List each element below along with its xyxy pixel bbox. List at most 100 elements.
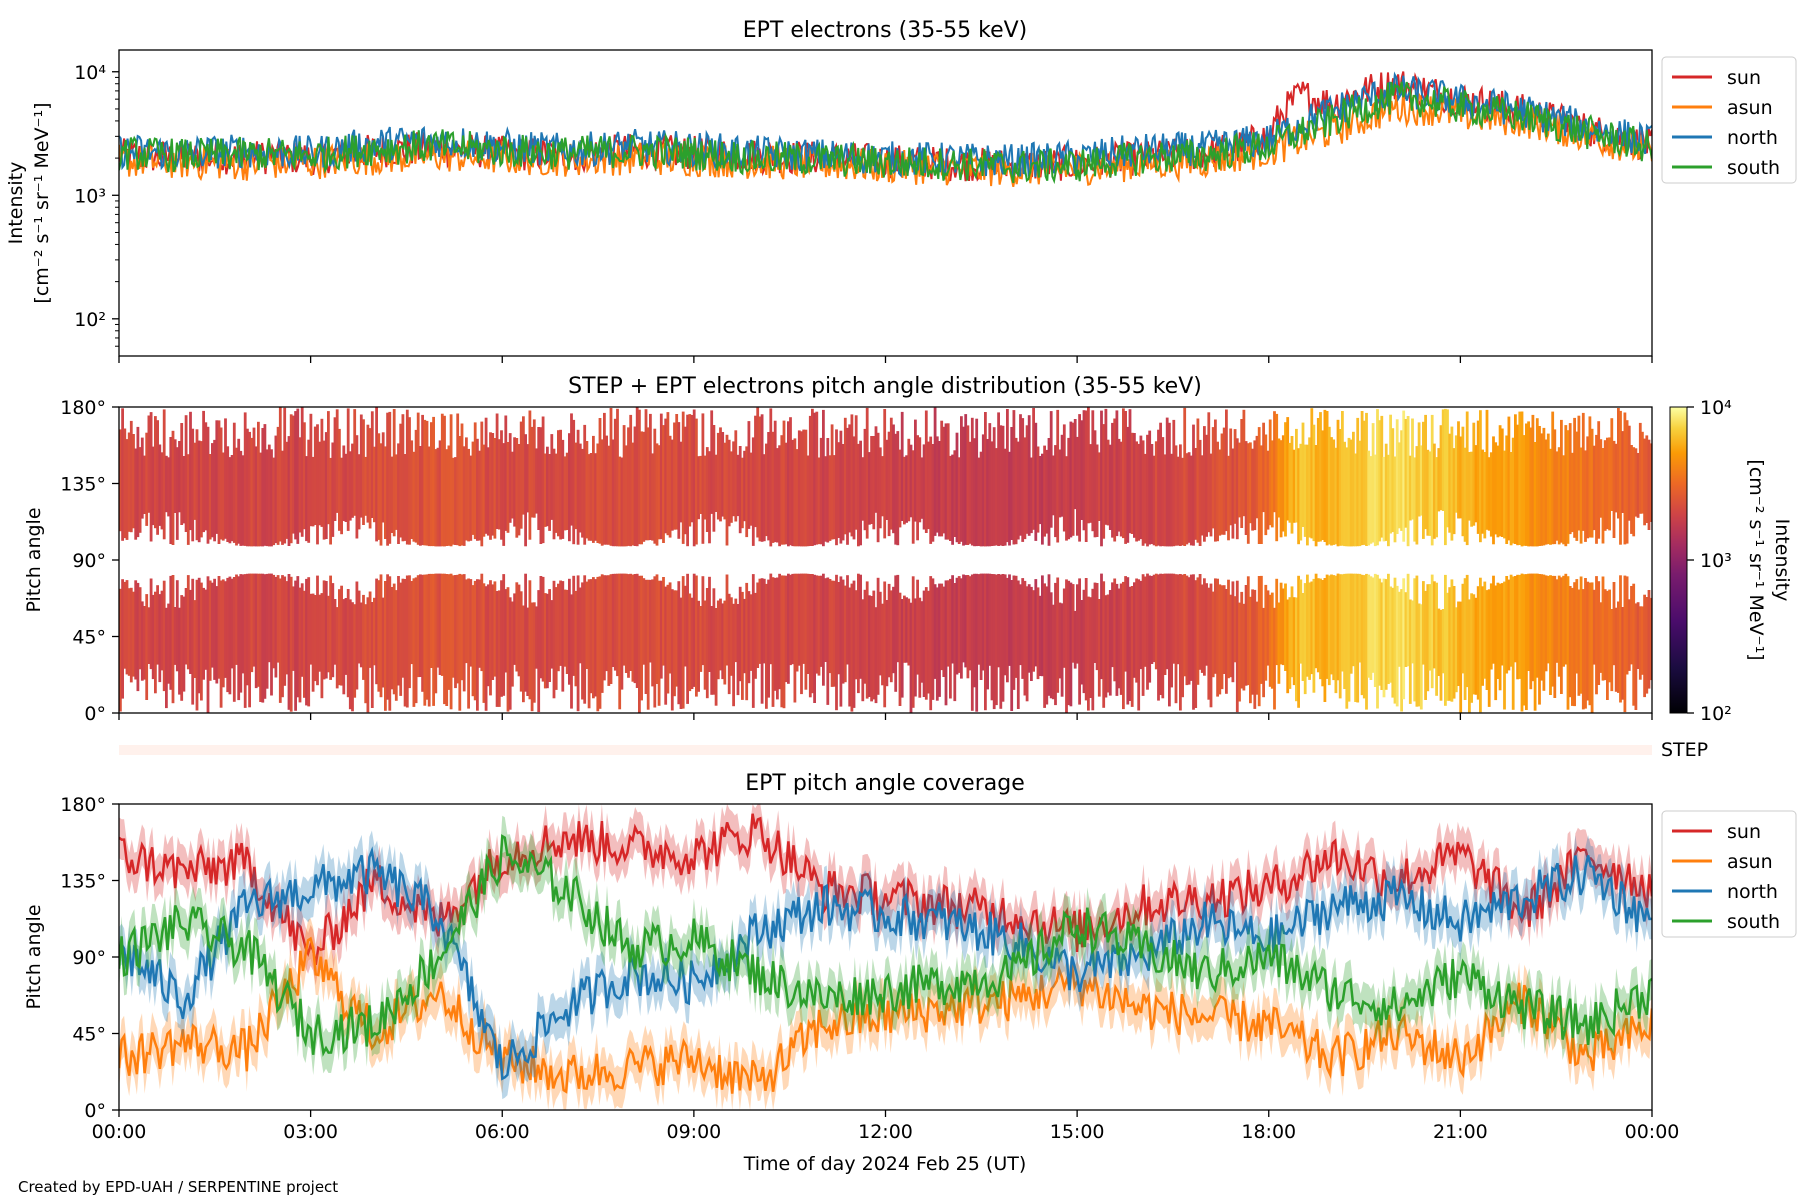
- heatmap-cell: [405, 409, 409, 545]
- heatmap-cell: [362, 419, 365, 525]
- heatmap-cell: [811, 408, 814, 546]
- heatmap-cell: [478, 579, 481, 668]
- heatmap-cell: [765, 583, 768, 709]
- heatmap-cell: [215, 420, 219, 534]
- heatmap-cell: [552, 448, 556, 540]
- heatmap-cell: [235, 447, 238, 546]
- heatmap-cell: [1595, 576, 1598, 695]
- heatmap-cell: [1113, 418, 1117, 542]
- heatmap-cell: [979, 573, 983, 680]
- legend-label-north: north: [1727, 881, 1778, 903]
- heatmap-cell: [186, 575, 190, 670]
- heatmap-cell: [1393, 577, 1397, 704]
- heatmap-cell: [885, 600, 889, 687]
- legend-box: [1661, 56, 1797, 184]
- heatmap-cell: [620, 457, 624, 547]
- heatmap-cell: [1266, 450, 1270, 530]
- heatmap-cell: [916, 435, 919, 541]
- panel3-legend: sun asun north south: [1661, 810, 1797, 938]
- heatmap-cell: [885, 439, 889, 520]
- heatmap-cell: [134, 580, 138, 680]
- heatmap-cell: [1586, 581, 1590, 701]
- heatmap-cell: [1244, 441, 1248, 535]
- heatmap-cell: [414, 429, 418, 543]
- heatmap-cell: [1150, 444, 1154, 544]
- heatmap-cell: [307, 577, 311, 707]
- heatmap-cell: [1334, 575, 1338, 694]
- heatmap-cell: [200, 441, 203, 538]
- heatmap-cell: [747, 591, 751, 684]
- heatmap-cell: [1345, 573, 1349, 709]
- heatmap-cell: [1306, 444, 1309, 546]
- heatmap-cell: [473, 422, 477, 540]
- heatmap-cell: [778, 445, 781, 547]
- heatmap-cell: [211, 582, 214, 668]
- heatmap-cell: [193, 600, 197, 678]
- heatmap-cell: [355, 435, 359, 539]
- heatmap-cell: [984, 573, 987, 711]
- heatmap-cell: [1069, 421, 1073, 538]
- heatmap-cell: [434, 449, 438, 547]
- heatmap-cell: [1500, 428, 1504, 537]
- heatmap-cell: [1030, 457, 1033, 534]
- heatmap-cell: [1630, 586, 1633, 665]
- heatmap-cell: [1527, 421, 1530, 547]
- heatmap-cell: [1645, 435, 1649, 523]
- heatmap-cell: [883, 581, 887, 708]
- heatmap-cell: [287, 436, 291, 546]
- heatmap-cell: [1106, 439, 1110, 526]
- heatmap-cell: [1509, 452, 1513, 546]
- heatmap-cell: [1371, 423, 1375, 543]
- heatmap-cell: [1454, 435, 1458, 513]
- heatmap-cell: [568, 433, 571, 542]
- heatmap-cell: [1235, 438, 1239, 540]
- heatmap-cell: [1122, 408, 1125, 539]
- heatmap-cell: [1603, 440, 1607, 531]
- heatmap-cell: [1487, 589, 1491, 707]
- heatmap-cell: [1225, 409, 1228, 532]
- heatmap-cell: [1036, 446, 1040, 533]
- heatmap-cell: [1179, 574, 1182, 711]
- heatmap-cell: [217, 576, 221, 679]
- heatmap-cell: [1586, 436, 1590, 539]
- heatmap-cell: [121, 408, 124, 541]
- heatmap-cell: [250, 437, 254, 547]
- heatmap-cell: [165, 607, 168, 709]
- heatmap-cell: [1463, 578, 1467, 700]
- heatmap-cell: [1590, 428, 1594, 538]
- heatmap-cell: [1485, 590, 1489, 690]
- heatmap-cell: [386, 412, 389, 546]
- heatmap-cell: [430, 573, 433, 668]
- heatmap-cell: [951, 454, 954, 545]
- heatmap-cell: [745, 582, 749, 701]
- heatmap-cell: [204, 589, 208, 670]
- heatmap-cell: [705, 588, 709, 699]
- heatmap-cell: [1380, 415, 1384, 538]
- heatmap-cell: [1632, 583, 1636, 706]
- heatmap-cell: [933, 584, 937, 679]
- heatmap-cell: [1494, 442, 1498, 535]
- heatmap-cell: [909, 444, 913, 518]
- heatmap-cell: [931, 578, 935, 700]
- heatmap-cell: [1358, 573, 1362, 663]
- heatmap-cell: [1459, 436, 1463, 519]
- heatmap-cell: [992, 574, 996, 710]
- heatmap-cell: [1130, 586, 1134, 707]
- heatmap-cell: [237, 576, 241, 701]
- heatmap-cell: [1621, 607, 1625, 700]
- heatmap-cell: [462, 446, 466, 546]
- heatmap-cell: [1568, 423, 1572, 535]
- heatmap-cell: [548, 589, 551, 682]
- heatmap-cell: [981, 434, 985, 547]
- heatmap-cell: [868, 452, 871, 525]
- heatmap-cell: [1470, 451, 1473, 527]
- heatmap-cell: [119, 429, 122, 532]
- heatmap-cell: [655, 574, 659, 684]
- heatmap-cell: [1062, 424, 1066, 532]
- heatmap-cell: [300, 407, 304, 537]
- heatmap-cell: [357, 590, 361, 664]
- heatmap-cell: [259, 452, 262, 547]
- heatmap-cell: [960, 416, 963, 542]
- heatmap-cell: [1141, 574, 1145, 696]
- heatmap-cell: [1019, 414, 1022, 536]
